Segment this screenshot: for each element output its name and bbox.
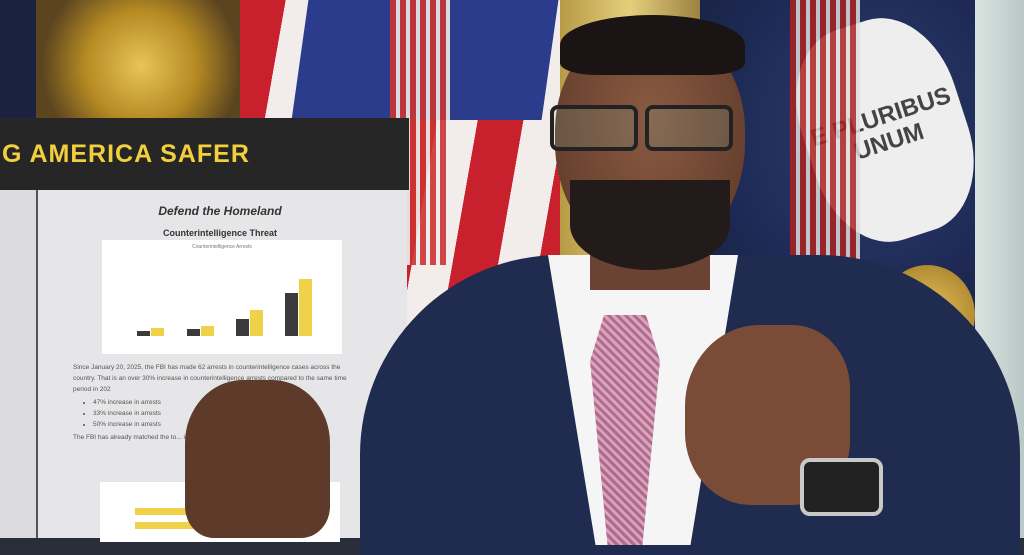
chart-bar [137,331,150,336]
glasses-lens [645,105,733,151]
chart-bar [187,329,200,336]
chart-bar [135,508,230,515]
flag-tassel [790,0,860,260]
poster-subtitle: Counterintelligence Threat [162,228,278,238]
chart-bar [151,328,164,336]
hair [560,15,745,75]
chart-bar [250,310,263,336]
chart-bar [135,522,230,529]
poster-title: Defend the Homeland [158,204,282,218]
poster-bullet: 47% increase in arrests [93,397,358,408]
poster-bullet: 50% increase in arrests [93,419,358,430]
wristwatch [800,458,883,516]
glasses-icon [550,105,740,151]
chart-bar [299,279,312,336]
beard [570,180,730,270]
chart-bar [201,326,214,336]
poster-bullet: 33% increase in arrests [93,408,358,419]
chart-bar [236,319,249,336]
poster-left-panel [0,190,36,538]
poster-header: G AMERICA SAFER [0,118,409,190]
gold-ornament [36,0,246,120]
left-hand [185,380,330,538]
chart-bar [285,293,298,336]
poster-bar-chart: Counterintelligence Arrests [102,240,342,354]
poster-divider [36,190,38,538]
poster-paragraph: Since January 20, 2025, the FBI has made… [73,364,347,393]
glasses-lens [550,105,638,151]
chart-title: Counterintelligence Arrests [192,244,252,250]
